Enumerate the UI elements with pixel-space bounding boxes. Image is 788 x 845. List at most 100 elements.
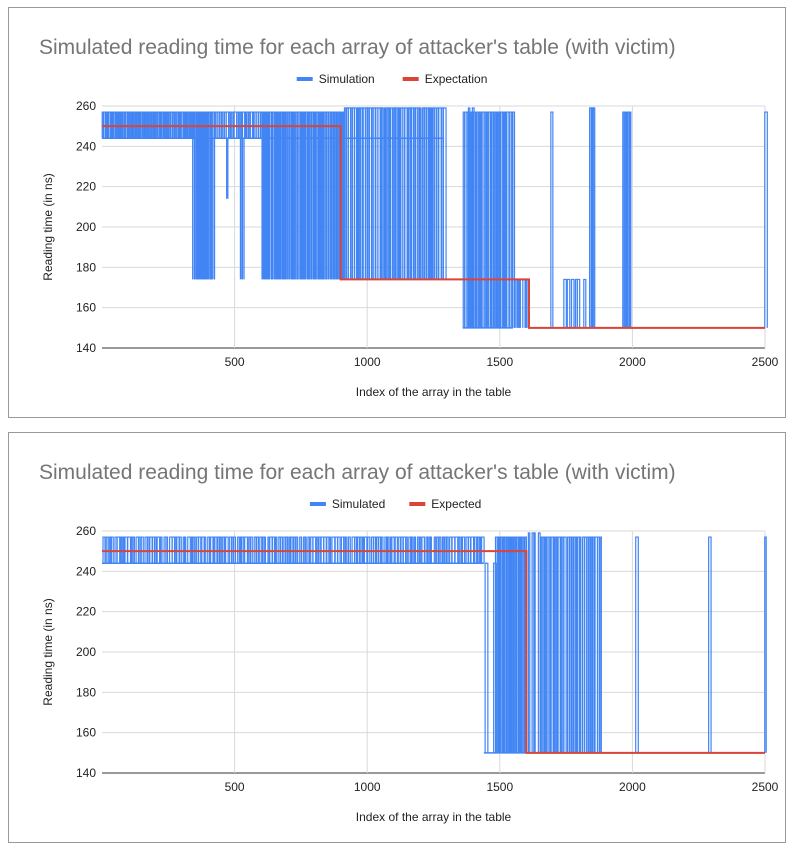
series-spike [537,532,541,753]
chart-title: Simulated reading time for each array of… [39,461,676,484]
series-spike [326,536,330,564]
series-spike [574,536,578,753]
y-tick-label: 160 [76,301,96,315]
x-tick-label: 2000 [619,355,646,369]
y-tick-label: 260 [76,99,96,113]
series-spike [267,536,270,564]
series-spike [245,111,249,139]
series-spike [364,107,368,280]
series-spike [378,536,382,564]
series-spike [334,536,339,564]
series-simulated [102,532,767,754]
series-spike [140,536,144,564]
series-spike [210,536,214,564]
chart-panel: Simulated reading time for each array of… [8,432,786,843]
series-spike [362,107,366,280]
gridlines [102,530,766,774]
x-tick-label: 2000 [619,780,646,794]
series-spike [470,536,475,564]
series-spike [360,107,364,280]
series-spike [441,536,445,564]
series-spike [239,111,242,139]
x-tick-label: 2500 [752,355,779,369]
x-tick-label: 1000 [354,780,381,794]
series-spike [367,536,371,564]
x-axis-label: Index of the array in the table [356,385,512,399]
series-spike [331,536,336,564]
x-axis-label: Index of the array in the table [356,810,512,824]
y-tick-label: 200 [76,220,96,234]
series-spike [222,536,226,564]
series-spike [404,107,408,280]
series-spike [347,536,351,564]
series-spike [132,536,135,564]
series-spike [467,107,471,328]
series-spike [372,536,377,564]
series-spike [225,536,229,564]
series-spike [299,536,302,564]
x-tick-label: 1500 [486,355,513,369]
series-spike [429,107,433,280]
series-spike [446,536,449,564]
series-spike [444,536,447,564]
series-spike [583,278,587,328]
series-spike [178,536,182,564]
series-spike [513,536,516,753]
series-spike [344,536,348,564]
series-spike [389,107,393,280]
series-spike [197,536,202,564]
series-spike [511,111,516,328]
series-spike [380,536,384,564]
series-spike [226,137,229,199]
series-spike [425,107,429,280]
series-spike [481,536,485,564]
series-spike [288,536,291,564]
series-spike [295,536,299,564]
series-spike [116,536,121,564]
series-spike [451,536,456,564]
series-spike [437,536,442,564]
series-spike [363,536,368,564]
legend-label-expectation: Expectation [425,72,488,86]
y-tick-label: 160 [76,726,96,740]
x-tick-label: 1000 [354,355,381,369]
series-spike [279,536,284,564]
series-spike [207,536,211,564]
series-spike [183,536,187,564]
series-spike [353,107,358,280]
series-spike [484,562,489,753]
series-spike [124,536,129,564]
series-spike [381,107,384,280]
series-spike [201,536,205,564]
series-spike [174,536,177,564]
legend-swatch-expected [409,502,426,506]
series-spike [148,536,153,564]
series-spike [228,111,231,139]
series-spike [494,111,499,328]
series-spike [269,536,273,564]
series-spike [187,536,191,564]
series-spike [563,278,567,328]
series-spike [127,536,132,564]
series-spike [459,536,463,564]
series-spike [391,536,395,564]
series-spike [249,536,253,564]
series-spike [383,107,387,280]
legend-swatch-simulated [309,502,326,506]
series-spike [471,107,475,328]
series-spike [110,536,114,564]
series-spike [212,111,216,280]
series-spike [232,536,237,564]
series-spike [108,536,112,564]
series-spike [121,536,125,564]
expected-step-line [102,550,765,754]
y-tick-label: 240 [76,139,96,153]
series-spike [628,111,632,328]
series-spike [219,111,222,139]
x-tick-label: 2500 [752,780,779,794]
series-spike [581,536,585,753]
chart-panel: Simulated reading time for each array of… [8,7,786,418]
series-spike [578,536,582,753]
expected-step-line [102,125,765,329]
series-spike [144,536,148,564]
